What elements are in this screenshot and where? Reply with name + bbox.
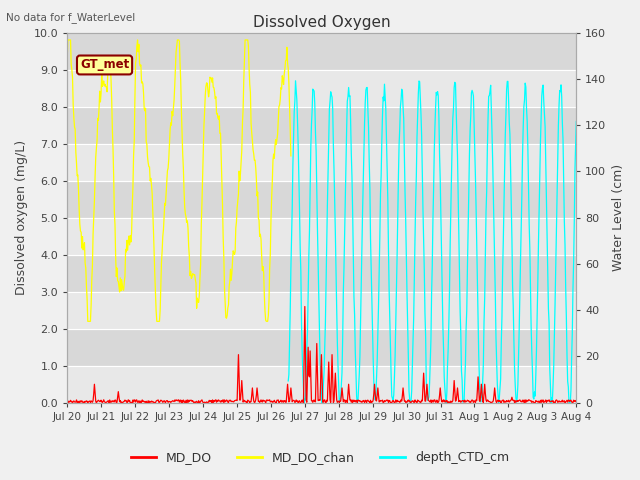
- Title: Dissolved Oxygen: Dissolved Oxygen: [253, 15, 390, 30]
- Text: No data for f_WaterLevel: No data for f_WaterLevel: [6, 12, 136, 23]
- Bar: [67, 70, 576, 107]
- Y-axis label: Dissolved oxygen (mg/L): Dissolved oxygen (mg/L): [15, 140, 28, 295]
- Bar: [67, 144, 576, 180]
- Bar: [67, 366, 576, 403]
- Bar: [67, 217, 576, 255]
- Text: GT_met: GT_met: [80, 59, 129, 72]
- Bar: [67, 292, 576, 329]
- Legend: MD_DO, MD_DO_chan, depth_CTD_cm: MD_DO, MD_DO_chan, depth_CTD_cm: [126, 446, 514, 469]
- Y-axis label: Water Level (cm): Water Level (cm): [612, 164, 625, 271]
